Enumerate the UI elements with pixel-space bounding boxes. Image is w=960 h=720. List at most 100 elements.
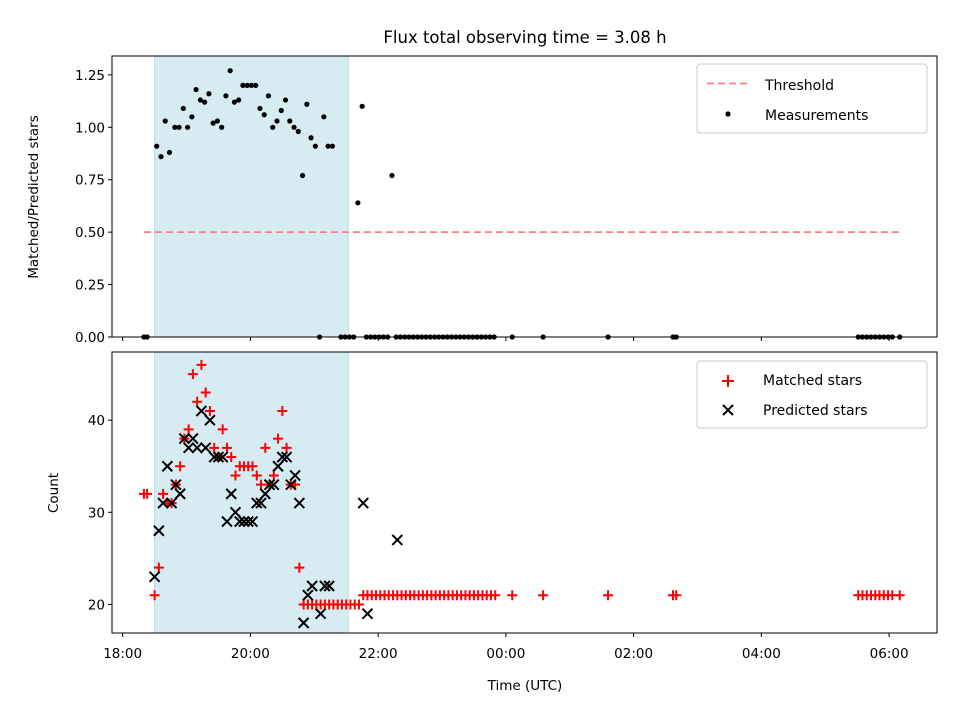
top-y-axis: 0.00 0.25 0.50 0.75 1.00 1.25 bbox=[75, 68, 112, 346]
predicted-star-point bbox=[246, 515, 259, 528]
measurement-point bbox=[389, 172, 395, 179]
predicted-star-point bbox=[148, 571, 161, 583]
predicted-star-point bbox=[306, 580, 318, 592]
matched-star-point bbox=[158, 488, 169, 499]
predicted-star-point bbox=[212, 451, 225, 463]
predicted-star-point bbox=[182, 442, 195, 454]
measurement-point bbox=[321, 114, 327, 120]
measurement-point bbox=[162, 118, 168, 124]
predicted-stars-series bbox=[148, 405, 403, 629]
top-plot-frame bbox=[111, 55, 938, 338]
bottom-y-tick-label: 30 bbox=[88, 505, 105, 521]
matched-star-point bbox=[273, 433, 284, 444]
bottom-y-tick-label: 40 bbox=[88, 413, 105, 429]
predicted-stars-legend-swatch bbox=[722, 404, 734, 416]
measurement-point bbox=[355, 200, 361, 206]
matched-star-point bbox=[196, 359, 207, 370]
measurement-point bbox=[219, 124, 225, 130]
predicted-star-point bbox=[285, 478, 297, 491]
measurement-point bbox=[223, 93, 229, 99]
bottom-panel: 20 30 40 18:00 20:00 22:00 00:00 02:00 04:00 06:… bbox=[46, 351, 938, 694]
predicted-star-point bbox=[280, 451, 293, 463]
predicted-star-point bbox=[391, 534, 403, 546]
measurement-point bbox=[329, 143, 335, 149]
measurement-point bbox=[206, 91, 212, 97]
matched-star-point bbox=[277, 405, 288, 416]
predicted-star-point bbox=[208, 451, 220, 463]
matched-star-point bbox=[226, 452, 237, 463]
predicted-star-point bbox=[293, 497, 306, 509]
measurement-point bbox=[202, 99, 208, 105]
predicted-star-point bbox=[221, 515, 233, 528]
bottom-y-axis-label: Count bbox=[46, 473, 62, 513]
matched-star-point bbox=[149, 590, 160, 601]
measurement-point bbox=[291, 124, 297, 130]
bottom-plot-frame bbox=[111, 351, 938, 634]
observing-interval-shade bbox=[154, 55, 349, 338]
predicted-star-point bbox=[157, 497, 169, 509]
matched-stars-legend-swatch bbox=[722, 375, 734, 387]
bottom-legend-box bbox=[696, 360, 928, 429]
predicted-star-point bbox=[357, 497, 369, 509]
legend-threshold-label: Threshold bbox=[764, 78, 834, 94]
predicted-star-point bbox=[251, 497, 263, 509]
predicted-star-point bbox=[323, 580, 335, 592]
bottom-legend: Matched stars Predicted stars bbox=[696, 360, 928, 429]
predicted-star-point bbox=[263, 478, 276, 491]
matched-star-point bbox=[251, 470, 262, 481]
matched-star-point bbox=[187, 369, 198, 380]
measurement-point bbox=[265, 93, 272, 99]
matched-star-point bbox=[281, 442, 292, 453]
figure-title: Flux total observing time = 3.08 h bbox=[383, 28, 666, 47]
predicted-star-point bbox=[153, 525, 165, 537]
matched-star-point bbox=[153, 562, 164, 573]
predicted-star-point bbox=[272, 460, 284, 472]
measurement-point bbox=[295, 128, 301, 135]
measurement-point bbox=[210, 120, 216, 126]
predicted-star-point bbox=[225, 488, 237, 500]
measurement-point bbox=[176, 124, 182, 130]
measurements-legend-swatch bbox=[725, 111, 731, 117]
measurement-point bbox=[359, 103, 365, 109]
predicted-star-point bbox=[238, 515, 250, 528]
measurement-point bbox=[308, 135, 314, 141]
legend-measurements-label: Measurements bbox=[765, 108, 868, 124]
bottom-x-axis: 18:00 20:00 22:00 00:00 02:00 04:00 06:00 bbox=[103, 633, 909, 662]
measurement-point bbox=[236, 97, 242, 103]
measurement-point bbox=[261, 112, 267, 118]
measurement-point bbox=[197, 97, 203, 103]
predicted-star-point bbox=[195, 405, 208, 417]
x-tick-label: 00:00 bbox=[486, 646, 525, 662]
predicted-star-point bbox=[234, 515, 246, 528]
measurement-point bbox=[274, 118, 280, 124]
top-legend-box bbox=[696, 63, 928, 134]
matched-star-point bbox=[217, 424, 228, 435]
matched-star-point bbox=[221, 442, 232, 453]
predicted-star-point bbox=[268, 478, 280, 491]
matched-star-point bbox=[192, 396, 203, 407]
predicted-star-point bbox=[199, 442, 212, 454]
top-y-axis-label: Matched/Predicted stars bbox=[26, 115, 42, 278]
legend-matched-label: Matched stars bbox=[763, 373, 862, 389]
measurement-point bbox=[166, 149, 173, 156]
x-tick-label: 04:00 bbox=[742, 646, 781, 662]
observing-interval-shade-bottom bbox=[154, 351, 349, 634]
top-y-tick-label: 1.25 bbox=[75, 68, 105, 84]
measurement-point bbox=[312, 143, 318, 149]
predicted-star-point bbox=[174, 488, 186, 500]
predicted-star-point bbox=[161, 460, 174, 472]
matched-star-point bbox=[603, 590, 614, 601]
bottom-y-axis: 20 30 40 bbox=[88, 413, 112, 613]
matched-star-point bbox=[353, 599, 364, 610]
measurement-point bbox=[193, 86, 199, 93]
top-y-tick-label: 0.25 bbox=[75, 278, 105, 294]
matched-star-point bbox=[671, 590, 682, 601]
measurement-point bbox=[287, 118, 293, 124]
matched-star-point bbox=[894, 590, 905, 601]
measurement-point bbox=[278, 107, 284, 114]
predicted-star-point bbox=[314, 607, 327, 620]
measurement-point bbox=[325, 143, 331, 149]
predicted-star-point bbox=[191, 442, 203, 454]
matched-star-point bbox=[256, 479, 267, 490]
